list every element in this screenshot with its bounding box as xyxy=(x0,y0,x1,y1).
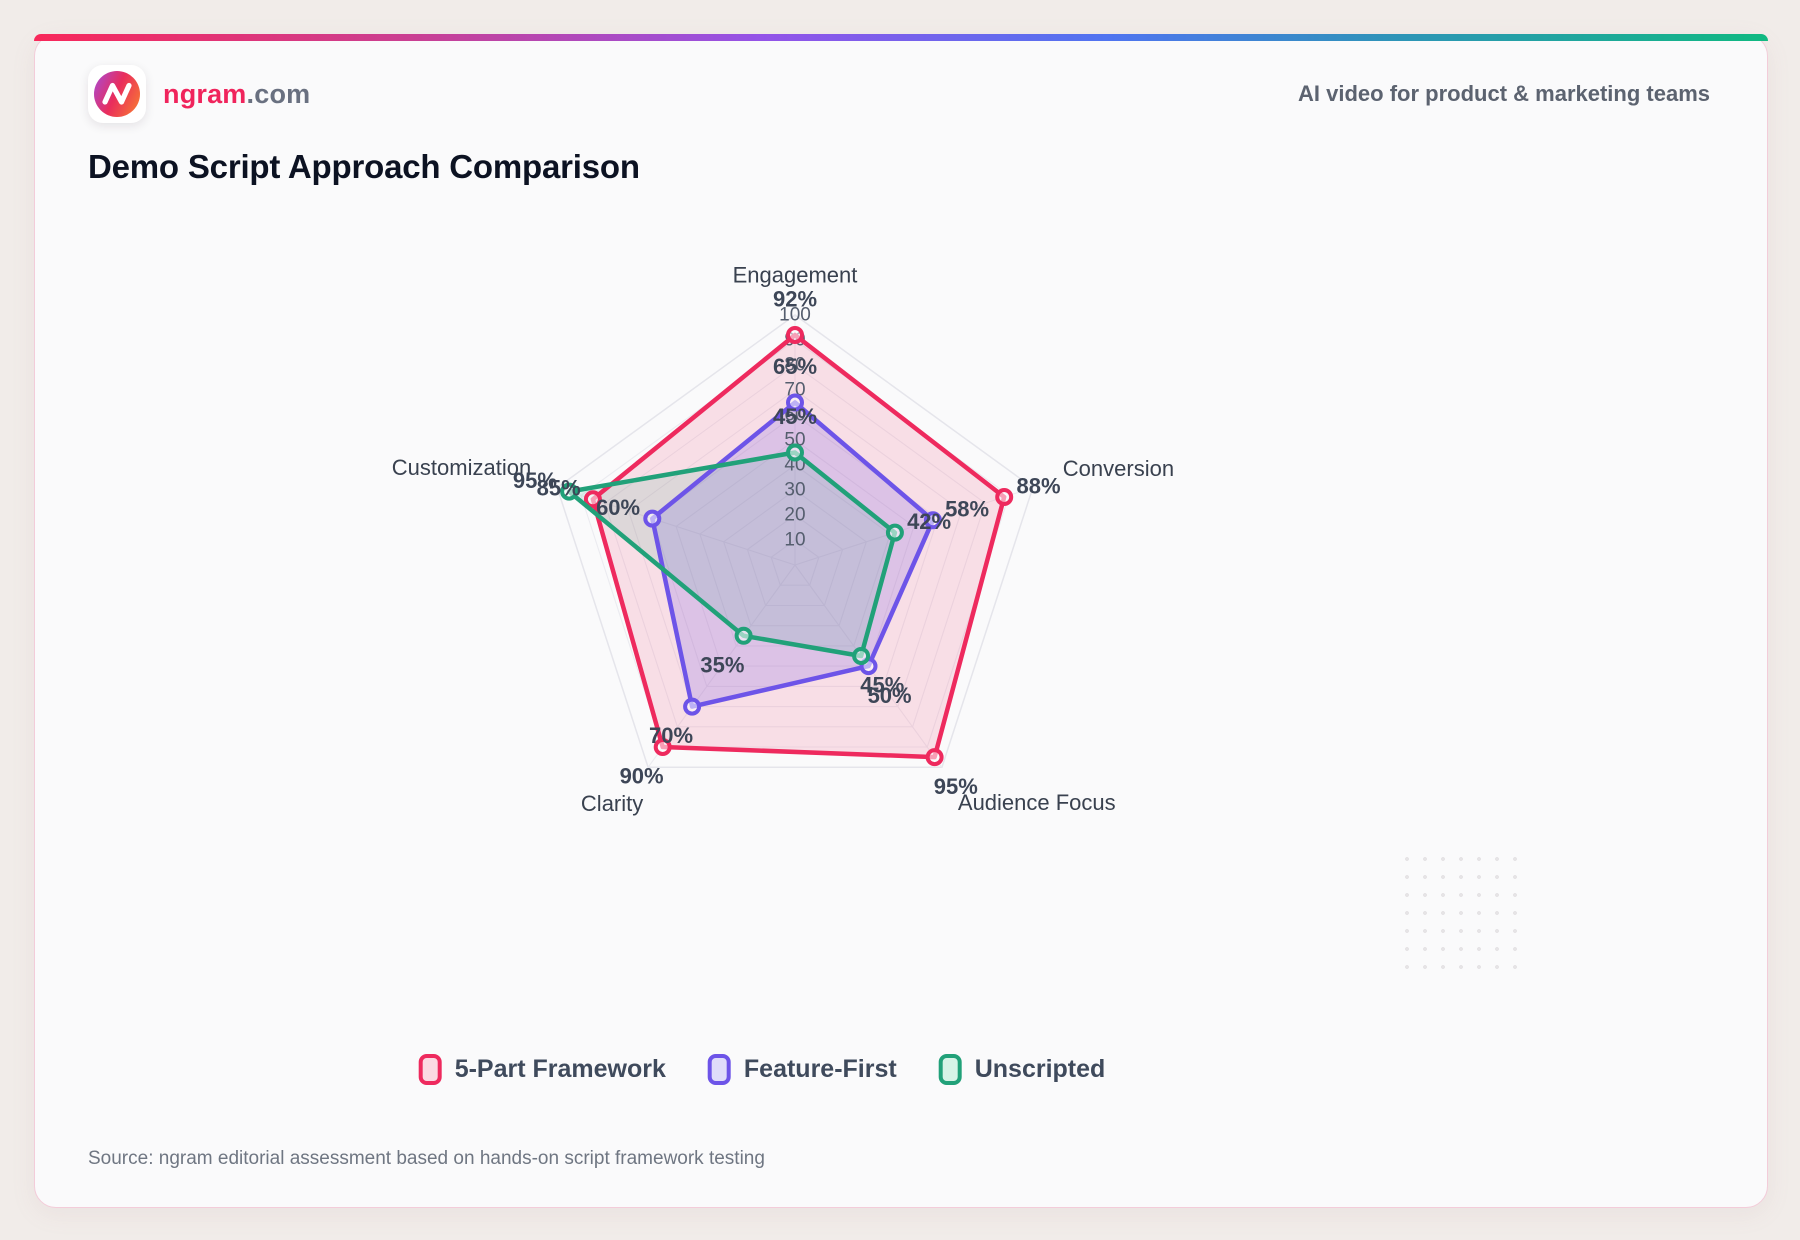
radar-ring xyxy=(723,489,867,627)
legend-item-unscripted: Unscripted xyxy=(938,1054,1106,1085)
series-fill-unscripted xyxy=(569,452,895,656)
data-point-5-part-framework-customization xyxy=(583,490,602,509)
brand-text: ngram.com xyxy=(163,79,310,110)
value-label-feature-first-clarity: 70% xyxy=(649,723,693,748)
legend-label: 5-Part Framework xyxy=(454,1055,666,1083)
value-label-unscripted-customization: 95% xyxy=(513,468,557,493)
value-label-5-part-framework-clarity: 90% xyxy=(620,764,664,789)
series-outline xyxy=(566,450,898,659)
data-point-feature-first-clarity xyxy=(683,697,702,716)
axis-label-audience-focus: Audience Focus xyxy=(958,790,1116,815)
value-label-feature-first-conversion: 58% xyxy=(945,497,989,522)
series-outline xyxy=(590,332,1007,760)
data-point-5-part-framework-engagement xyxy=(786,326,804,344)
value-label-5-part-framework-conversion: 88% xyxy=(1016,473,1060,498)
value-label-unscripted-clarity: 35% xyxy=(700,652,744,677)
value-label-5-part-framework-engagement: 92% xyxy=(773,287,817,312)
tick-label: 20 xyxy=(784,505,805,526)
radar-ring xyxy=(675,439,915,667)
data-point-unscripted-clarity xyxy=(734,626,753,645)
value-label-unscripted-engagement: 45% xyxy=(773,404,817,429)
radar-ring xyxy=(580,339,1010,748)
tick-label: 30 xyxy=(784,480,805,501)
tick-label: 100 xyxy=(779,305,811,326)
axis-label-conversion: Conversion xyxy=(1063,456,1174,481)
header-tagline: AI video for product & marketing teams xyxy=(1298,81,1710,106)
data-point-5-part-framework-clarity xyxy=(653,738,672,756)
data-point-feature-first-engagement xyxy=(786,393,804,412)
value-label-feature-first-audience-focus: 50% xyxy=(868,683,912,708)
data-point-5-part-framework-audience-focus xyxy=(925,748,944,767)
legend: 5-Part Framework Feature-First Unscripted xyxy=(418,1054,1106,1085)
value-label-unscripted-audience-focus: 45% xyxy=(860,673,904,698)
accent-gradient-bar xyxy=(34,34,1768,41)
series-line-5-part-framework xyxy=(583,326,1014,767)
value-label-feature-first-customization: 60% xyxy=(596,495,640,520)
radar-spoke xyxy=(794,487,1033,566)
data-point-unscripted-conversion xyxy=(885,523,904,542)
ngram-logo-icon xyxy=(94,71,140,117)
axis-label-engagement: Engagement xyxy=(733,263,858,288)
n-wave-icon xyxy=(102,82,132,105)
radar-ring xyxy=(556,314,1034,769)
value-label-5-part-framework-customization: 85% xyxy=(537,476,581,501)
value-label-5-part-framework-audience-focus: 95% xyxy=(934,774,978,799)
series-fill-5-part-framework xyxy=(592,335,1005,758)
ngram-logo xyxy=(88,65,146,123)
axis-label-customization: Customization xyxy=(392,455,531,480)
content-card xyxy=(34,34,1768,1208)
legend-swatch-icon xyxy=(938,1054,962,1085)
data-point-feature-first-customization xyxy=(643,509,662,528)
radar-ring xyxy=(770,539,820,586)
legend-item-5-part-framework: 5-Part Framework xyxy=(418,1054,666,1085)
brand-name: ngram xyxy=(163,78,247,109)
tick-label: 10 xyxy=(784,530,805,551)
data-point-unscripted-customization xyxy=(560,482,579,501)
series-fill-feature-first xyxy=(652,402,933,707)
value-labels: 92% 88% 95% 90% 85% 65% 58% 50% 70% 60% 45% 42% 45% 3… xyxy=(513,287,1061,799)
data-point-5-part-framework-conversion xyxy=(995,488,1014,506)
legend-label: Feature-First xyxy=(743,1055,897,1083)
data-point-unscripted-audience-focus xyxy=(852,647,871,665)
source-text: Source: ngram editorial assessment based… xyxy=(88,1148,765,1169)
radar-ring xyxy=(627,389,963,708)
tick-labels: 102030405060708090100 xyxy=(779,305,811,551)
brand-suffix: .com xyxy=(246,78,311,109)
radar-ring xyxy=(746,514,844,607)
brand-header: ngram.com xyxy=(88,64,310,124)
legend-label: Unscripted xyxy=(974,1055,1106,1083)
value-label-feature-first-engagement: 65% xyxy=(773,354,817,379)
series-line-unscripted xyxy=(560,443,904,665)
axis-label-clarity: Clarity xyxy=(581,791,643,816)
value-label-unscripted-conversion: 42% xyxy=(907,509,951,534)
radar-spoke xyxy=(647,564,796,768)
legend-swatch-icon xyxy=(707,1054,731,1085)
dots-decoration xyxy=(1398,850,1530,970)
data-point-unscripted-engagement xyxy=(786,443,804,462)
series-outline xyxy=(650,400,936,709)
tick-label: 80 xyxy=(784,355,805,376)
legend-item-feature-first: Feature-First xyxy=(707,1054,897,1085)
legend-swatch-icon xyxy=(418,1054,442,1085)
series-fills xyxy=(569,335,1005,758)
axis-labels: Engagement Conversion Audience Focus Clarit… xyxy=(392,263,1174,816)
page-title: Demo Script Approach Comparison xyxy=(88,148,640,185)
data-point-feature-first-conversion xyxy=(923,511,942,530)
